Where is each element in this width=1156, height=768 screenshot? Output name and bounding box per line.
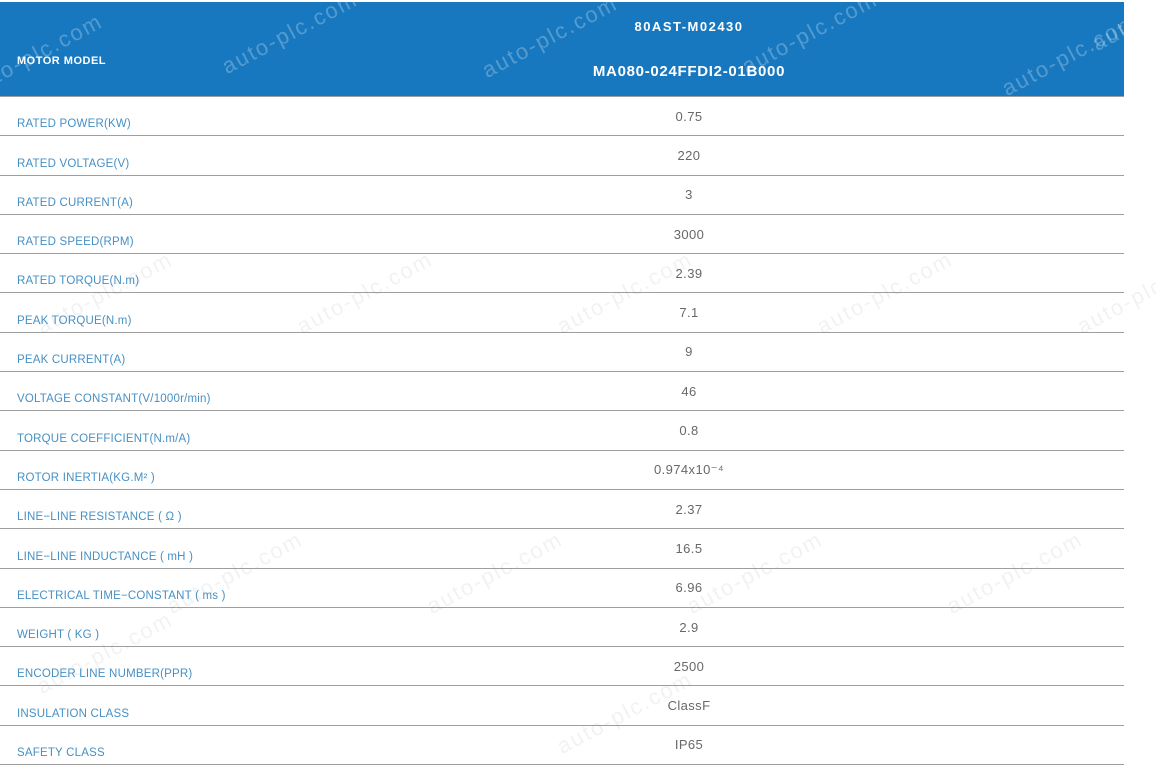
watermark: auto-plc.com [1087,2,1124,56]
model-number-primary: 80AST-M02430 [634,19,744,34]
model-number-secondary: MA080-024FFDI2-01B000 [592,63,786,80]
motor-model-header-label: MOTOR MODEL [17,55,107,67]
spec-row: PEAK CURRENT(A) 9 [0,333,1124,373]
spec-row: RATED SPEED(RPM) 3000 [0,215,1124,255]
spec-row: INSULATION CLASS ClassF [0,686,1124,726]
spec-label: RATED POWER(KW) [17,118,131,131]
spec-label: SAFETY CLASS [17,747,105,760]
spec-value: 3 [685,187,693,203]
spec-label: ROTOR INERTIA(KG.M² ) [17,471,155,484]
spec-label: PEAK CURRENT(A) [17,354,126,367]
spec-label: RATED CURRENT(A) [17,196,134,209]
spec-row: RATED TORQUE(N.m) 2.39 [0,254,1124,294]
spec-label: ENCODER LINE NUMBER(PPR) [17,668,193,681]
table-header: MOTOR MODEL 80AST-M02430 MA080-024FFDI2-… [0,2,1124,96]
spec-row: ELECTRICAL TIME−CONSTANT ( ms ) 6.96 [0,569,1124,608]
spec-value: 0.75 [675,108,703,124]
spec-value: ClassF [667,698,711,714]
watermark: auto-plc.com [217,2,362,79]
spec-value: 220 [677,147,701,163]
spec-row: ENCODER LINE NUMBER(PPR) 2500 [0,647,1124,687]
spec-value: 0.974x10⁻⁴ [654,461,724,477]
spec-value: 2.9 [679,619,699,635]
spec-label: WEIGHT ( KG ) [17,629,100,642]
spec-row: TORQUE COEFFICIENT(N.m/A) 0.8 [0,411,1124,451]
spec-row: LINE−LINE RESISTANCE ( Ω ) 2.37 [0,490,1124,530]
watermark: auto-plc.com [0,8,107,96]
spec-label: RATED VOLTAGE(V) [17,157,130,170]
spec-value: 3000 [673,226,705,242]
spec-row: RATED CURRENT(A) 3 [0,176,1124,215]
spec-value: IP65 [674,737,704,753]
spec-value: 46 [681,383,697,399]
spec-label: VOLTAGE CONSTANT(V/1000r/min) [17,393,211,406]
spec-row: WEIGHT ( KG ) 2.9 [0,608,1124,648]
spec-label: RATED TORQUE(N.m) [17,275,140,288]
spec-value: 16.5 [675,540,703,556]
spec-label: INSULATION CLASS [17,707,130,720]
spec-row: ROTOR INERTIA(KG.M² ) 0.974x10⁻⁴ [0,451,1124,490]
spec-value: 6.96 [675,580,703,596]
spec-label: LINE−LINE RESISTANCE ( Ω ) [17,511,182,524]
spec-label: LINE−LINE INDUCTANCE ( mH ) [17,550,194,563]
spec-value: 2.37 [675,501,703,517]
spec-label: TORQUE COEFFICIENT(N.m/A) [17,432,191,445]
spec-label: PEAK TORQUE(N.m) [17,314,132,327]
spec-label: RATED SPEED(RPM) [17,236,134,249]
spec-value: 0.8 [679,423,699,439]
spec-row: VOLTAGE CONSTANT(V/1000r/min) 46 [0,372,1124,412]
spec-value: 2.39 [675,265,703,281]
spec-table: RATED POWER(KW) 0.75 RATED VOLTAGE(V) 22… [0,96,1124,766]
spec-value: 9 [685,344,693,360]
spec-label: ELECTRICAL TIME−CONSTANT ( ms ) [17,589,226,602]
watermark: auto-plc.com [997,8,1124,96]
spec-value: 2500 [673,658,705,674]
spec-row: RATED VOLTAGE(V) 220 [0,136,1124,176]
spec-value: 7.1 [679,305,699,321]
spec-row: LINE−LINE INDUCTANCE ( mH ) 16.5 [0,529,1124,569]
spec-row: RATED POWER(KW) 0.75 [0,97,1124,137]
spec-row: PEAK TORQUE(N.m) 7.1 [0,293,1124,333]
spec-row: SAFETY CLASS IP65 [0,726,1124,766]
